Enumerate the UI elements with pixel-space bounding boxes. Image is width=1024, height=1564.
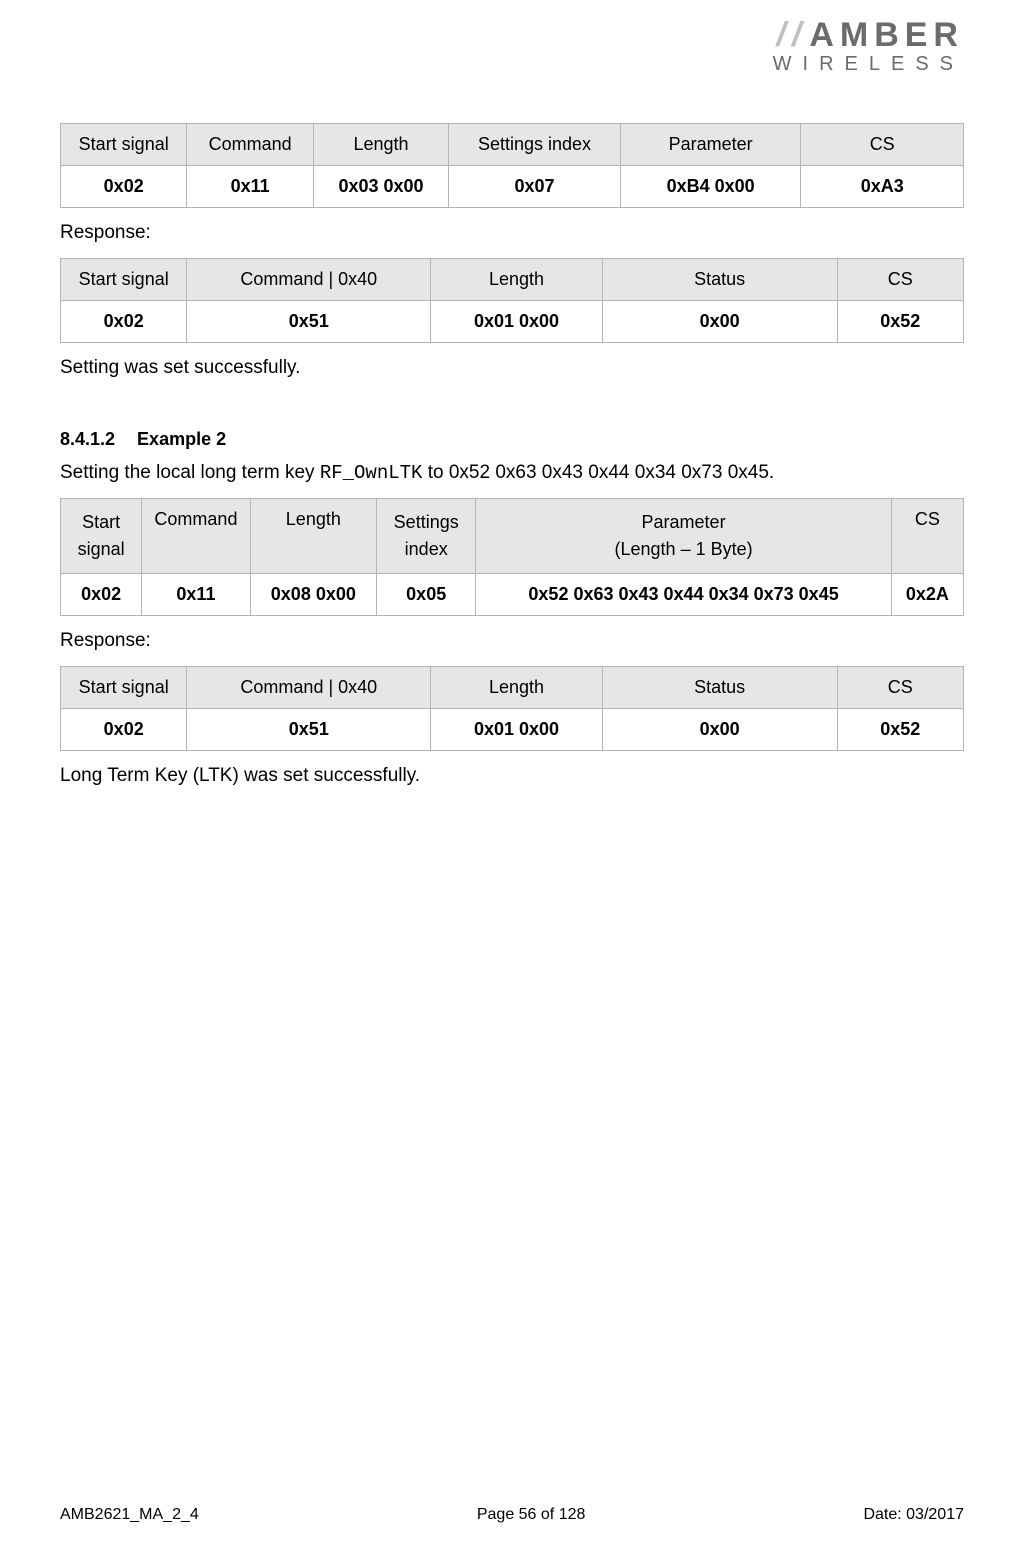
t2-h4: CS	[837, 258, 963, 300]
t3-h2: Length	[250, 498, 376, 573]
intro-after: to 0x52 0x63 0x43 0x44 0x34 0x73 0x45.	[422, 462, 774, 483]
t3-h5: CS	[891, 498, 963, 573]
response-label-1: Response:	[60, 222, 964, 244]
t1-c3: 0x07	[449, 165, 621, 207]
section-heading: 8.4.1.2 Example 2	[60, 429, 964, 450]
ltk-success-text: Long Term Key (LTK) was set successfully…	[60, 765, 964, 787]
t1-c0: 0x02	[61, 165, 187, 207]
t1-h3: Settings index	[449, 123, 621, 165]
t2-c4: 0x52	[837, 300, 963, 342]
t4-h0: Start signal	[61, 666, 187, 708]
t2-h1: Command | 0x40	[187, 258, 431, 300]
t3-h0: Start signal	[61, 498, 142, 573]
t2-c2: 0x01 0x00	[431, 300, 603, 342]
t3-c2: 0x08 0x00	[250, 573, 376, 615]
t4-h2: Length	[431, 666, 603, 708]
t4-c4: 0x52	[837, 708, 963, 750]
response-table-1: Start signal Command | 0x40 Length Statu…	[60, 258, 964, 343]
t4-h1: Command | 0x40	[187, 666, 431, 708]
t1-h2: Length	[313, 123, 448, 165]
t3-c5: 0x2A	[891, 573, 963, 615]
t1-c1: 0x11	[187, 165, 313, 207]
t4-c2: 0x01 0x00	[431, 708, 603, 750]
brand-logo: //AMBER WIRELESS	[60, 18, 964, 75]
request-table-1: Start signal Command Length Settings ind…	[60, 123, 964, 208]
t1-h1: Command	[187, 123, 313, 165]
logo-line1: AMBER	[809, 16, 964, 54]
t1-h0: Start signal	[61, 123, 187, 165]
t1-h5: CS	[801, 123, 964, 165]
t1-c5: 0xA3	[801, 165, 964, 207]
logo-slash: //	[776, 16, 807, 54]
section-title: Example 2	[137, 429, 226, 449]
t3-c1: 0x11	[142, 573, 250, 615]
t1-c4: 0xB4 0x00	[620, 165, 801, 207]
footer-left: AMB2621_MA_2_4	[60, 1506, 199, 1524]
intro-code: RF_OwnLTK	[320, 462, 423, 484]
t2-h0: Start signal	[61, 258, 187, 300]
t4-h3: Status	[602, 666, 837, 708]
t4-c3: 0x00	[602, 708, 837, 750]
request-table-2: Start signal Command Length Settings ind…	[60, 498, 964, 616]
t3-h3: Settings index	[377, 498, 476, 573]
t2-c3: 0x00	[602, 300, 837, 342]
t3-h1: Command	[142, 498, 250, 573]
setting-success-text: Setting was set successfully.	[60, 357, 964, 379]
t3-c0: 0x02	[61, 573, 142, 615]
page-footer: AMB2621_MA_2_4 Page 56 of 128 Date: 03/2…	[60, 1506, 964, 1524]
section-number: 8.4.1.2	[60, 429, 115, 449]
footer-center: Page 56 of 128	[477, 1506, 586, 1524]
response-table-2: Start signal Command | 0x40 Length Statu…	[60, 666, 964, 751]
logo-line2: WIRELESS	[60, 54, 964, 75]
t2-h3: Status	[602, 258, 837, 300]
intro-before: Setting the local long term key	[60, 462, 320, 483]
t4-c0: 0x02	[61, 708, 187, 750]
t1-c2: 0x03 0x00	[313, 165, 448, 207]
t3-c3: 0x05	[377, 573, 476, 615]
t1-h4: Parameter	[620, 123, 801, 165]
t3-h4: Parameter (Length – 1 Byte)	[476, 498, 891, 573]
t4-h4: CS	[837, 666, 963, 708]
t3-c4: 0x52 0x63 0x43 0x44 0x34 0x73 0x45	[476, 573, 891, 615]
response-label-2: Response:	[60, 630, 964, 652]
t4-c1: 0x51	[187, 708, 431, 750]
section-intro: Setting the local long term key RF_OwnLT…	[60, 462, 964, 484]
t2-c0: 0x02	[61, 300, 187, 342]
t2-h2: Length	[431, 258, 603, 300]
footer-right: Date: 03/2017	[863, 1506, 964, 1524]
t2-c1: 0x51	[187, 300, 431, 342]
